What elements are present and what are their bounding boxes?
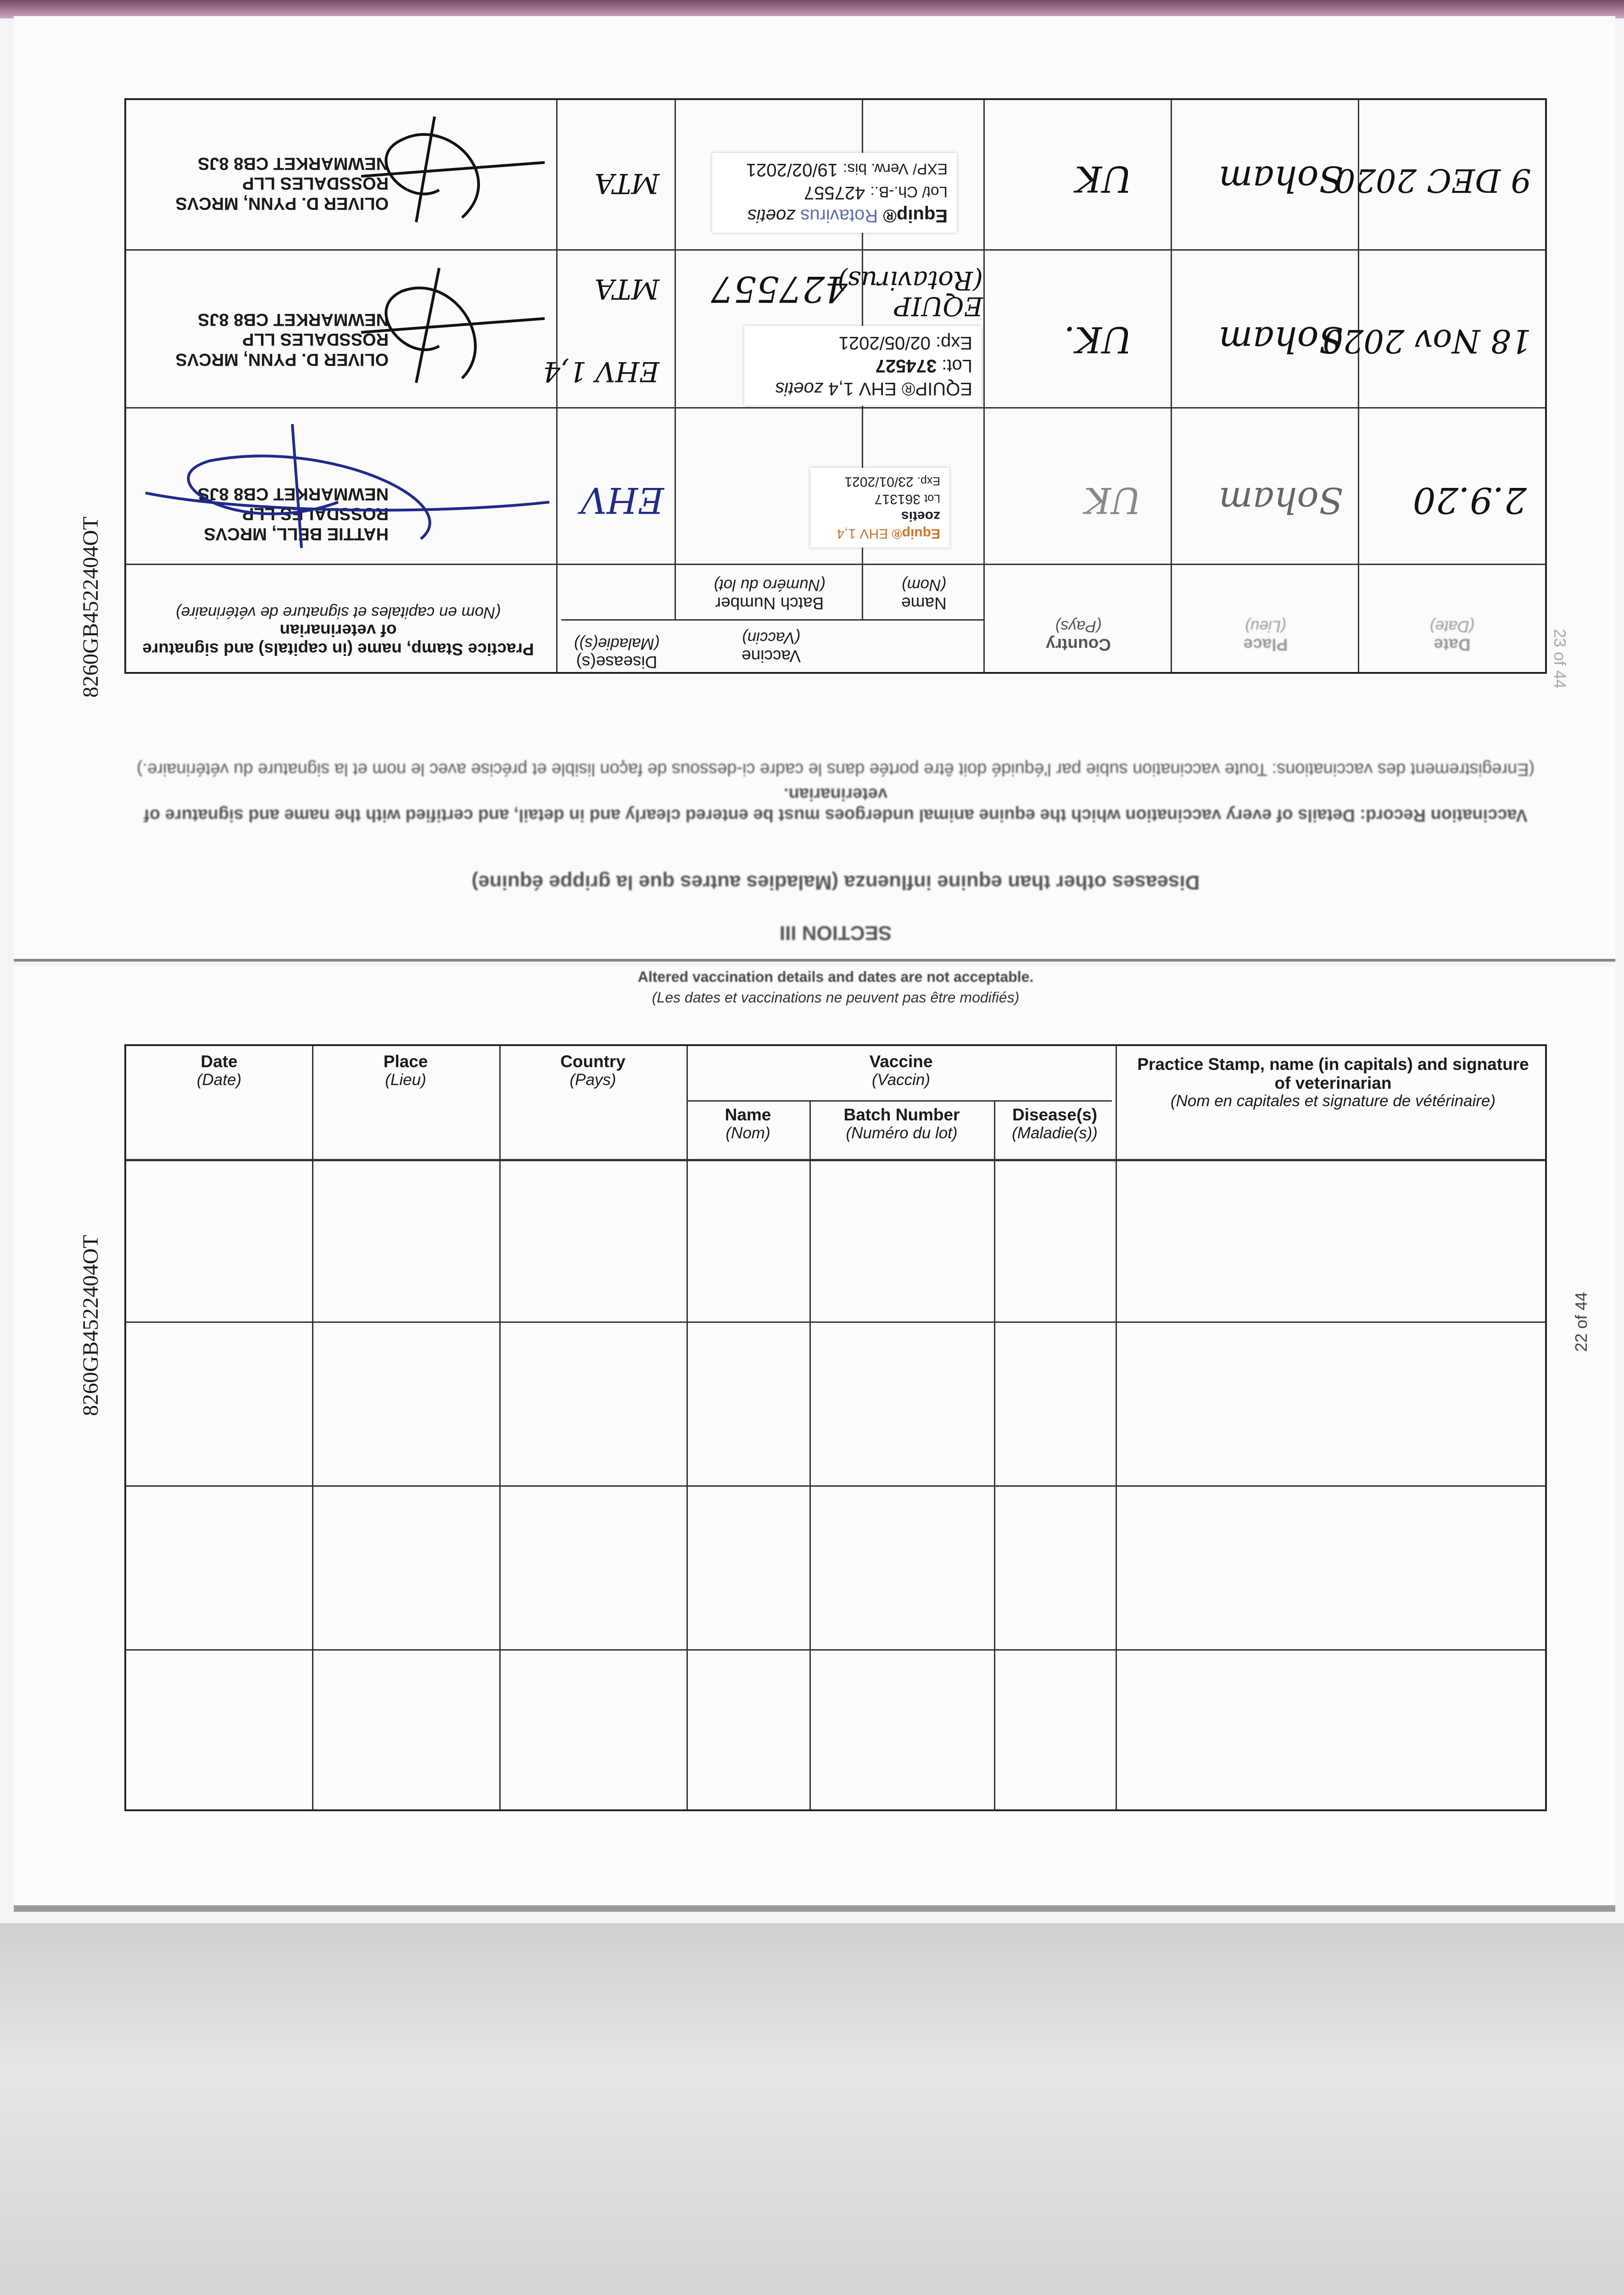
header-place: Place (Lieu) [1243, 617, 1288, 654]
header-country: Country (Pays) [560, 1052, 625, 1089]
row2-vaccine-sticker: EQUIP® EHV 1,4 zoetis Lot: 374527 Exp: 0… [744, 326, 982, 406]
row2-disease-handwritten: MTA [594, 273, 659, 305]
header-date: Date (Date) [1429, 617, 1475, 654]
upper-page-content: Date (Date) Place (Lieu) Country (Pays) Vac… [124, 98, 1547, 944]
upper-intro-fr: (Enregistrement des vaccinations: Toute … [136, 760, 1535, 779]
header-name: Name (Nom) [901, 576, 947, 613]
lower-notice: Altered vaccination details and dates ar… [637, 968, 1034, 985]
row1-signature [145, 424, 550, 549]
lower-vaccination-table: Date (Date) Place (Lieu) Country (Pays) Vac… [124, 1044, 1547, 1811]
header-country: Country (Pays) [1046, 617, 1111, 654]
header-name: Name (Nom) [725, 1105, 771, 1142]
row3-vaccine-sticker: Equip® Rotavirus zoetis Lot/ Ch.-B.: 427… [712, 153, 957, 233]
row2-date: 18 Nov 2020 [1323, 322, 1531, 360]
header-stamp: Practice Stamp, name (in capitals) and s… [1137, 1055, 1529, 1110]
row3-disease: MTA [594, 167, 659, 199]
row2-name-handwritten: EQUIP (Rotavirus) [837, 265, 983, 321]
upper-page-number: 23 of 44 [1551, 629, 1569, 689]
row2-country: UK. [1064, 319, 1132, 360]
upper-vaccination-table: Date (Date) Place (Lieu) Country (Pays) Vac… [124, 98, 1547, 674]
row2-disease: EHV 1,4 [543, 355, 659, 387]
header-batch: Batch Number (Numéro du lot) [714, 576, 826, 613]
row3-place: Soham [1218, 158, 1343, 199]
upper-section-title: Diseases other than equine influenza (Ma… [471, 871, 1200, 894]
row3-date: 9 DEC 2020 [1335, 162, 1531, 199]
upper-section-label: SECTION III [779, 922, 892, 944]
row1-place: Soham [1218, 479, 1343, 521]
upper-intro-en: Vaccination Record: Details of every vac… [144, 784, 1528, 825]
header-stamp: Practice Stamp, name (in capitals) and s… [142, 603, 534, 659]
page-top-edge [0, 0, 1624, 18]
row2-signature [361, 268, 545, 383]
lower-notice-fr: (Les dates et vaccinations ne peuvent pa… [652, 989, 1020, 1006]
header-vaccine: Vaccine (Vaccin) [869, 1052, 933, 1089]
header-disease: Disease(s) (Maladie(s)) [574, 635, 660, 672]
header-place: Place (Lieu) [383, 1052, 428, 1089]
scanner-background [0, 1923, 1624, 2295]
upper-side-id: 8260GB4522404OT [78, 516, 103, 698]
header-batch: Batch Number (Numéro du lot) [843, 1105, 960, 1142]
row2-batch-handwritten: 427557 [711, 268, 848, 309]
row1-country: UK [1084, 479, 1141, 521]
row3-signature [361, 116, 545, 223]
header-date: Date (Date) [196, 1052, 242, 1089]
lower-page-number: 22 of 44 [1572, 1292, 1591, 1352]
row2-place: Soham [1218, 319, 1343, 360]
row1-vaccine-sticker: Equip® EHV 1,4 zoetis Lot 361317 Exp. 23… [810, 468, 949, 548]
lower-page [14, 966, 1615, 1912]
header-disease: Disease(s) (Maladie(s)) [1012, 1105, 1098, 1142]
row1-date: 2.9.20 [1412, 479, 1527, 521]
row1-disease: EHV [580, 479, 664, 521]
row3-country: UK [1075, 158, 1132, 199]
lower-side-id: 8260GB4522404OT [78, 1235, 103, 1416]
